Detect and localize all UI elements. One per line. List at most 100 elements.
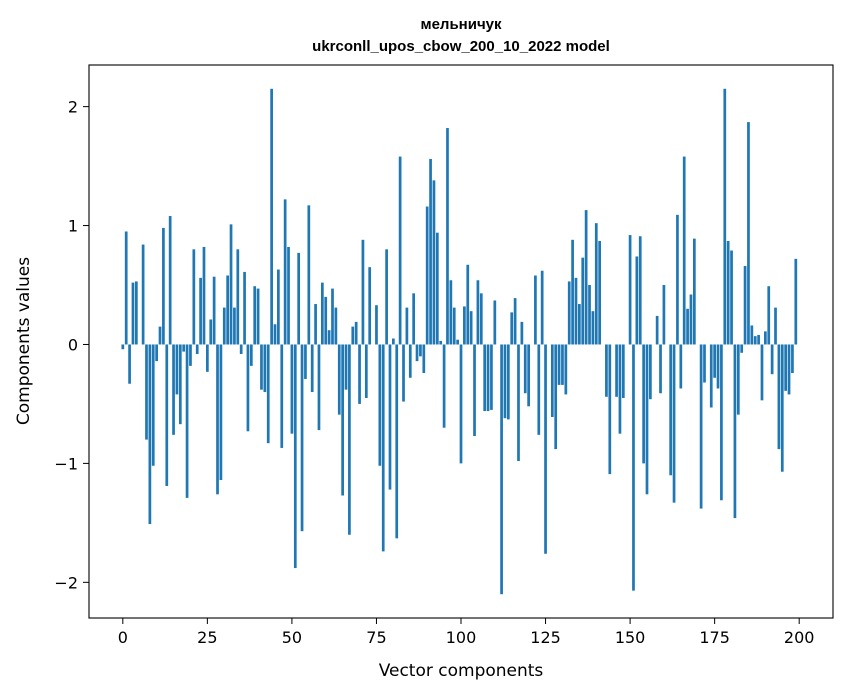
bar-66 — [344, 344, 348, 390]
bar-140 — [594, 223, 598, 345]
bar-152 — [635, 256, 639, 345]
bar-73 — [368, 267, 372, 345]
bar-137 — [584, 210, 588, 345]
bar-59 — [320, 282, 324, 345]
bar-70 — [358, 344, 361, 404]
bar-141 — [598, 241, 602, 345]
bar-68 — [351, 326, 355, 345]
bar-57 — [314, 304, 317, 345]
bar-109 — [490, 344, 493, 410]
y-tick-label: −1 — [54, 454, 78, 473]
bar-143 — [605, 344, 608, 397]
bar-91 — [429, 158, 432, 345]
bar-2 — [128, 344, 131, 384]
y-tick-label: 0 — [68, 335, 78, 354]
bar-71 — [361, 239, 365, 345]
bar-100 — [459, 344, 463, 464]
bar-105 — [476, 280, 480, 345]
bar-195 — [780, 344, 784, 472]
bar-122 — [534, 275, 537, 345]
bar-183 — [740, 344, 744, 353]
bar-8 — [148, 344, 152, 525]
bar-180 — [730, 250, 733, 345]
bars-group — [121, 88, 798, 595]
bar-3 — [131, 282, 135, 345]
bar-55 — [307, 205, 311, 345]
bar-76 — [378, 344, 382, 466]
bar-40 — [256, 288, 260, 345]
bar-182 — [736, 344, 740, 415]
bar-159 — [659, 344, 662, 394]
bar-130 — [561, 344, 564, 385]
bar-138 — [588, 285, 591, 345]
bar-65 — [341, 344, 344, 496]
x-tick-label: 25 — [197, 628, 217, 647]
bar-119 — [523, 344, 527, 394]
bar-144 — [608, 344, 612, 475]
bar-187 — [753, 336, 757, 345]
bar-171 — [699, 344, 703, 509]
bar-92 — [432, 180, 436, 345]
bar-123 — [537, 344, 541, 435]
bar-4 — [134, 281, 138, 345]
bar-176 — [716, 344, 720, 389]
bar-185 — [747, 122, 750, 345]
bar-6 — [141, 244, 145, 345]
bar-186 — [750, 325, 754, 345]
bar-108 — [486, 344, 490, 412]
bar-16 — [175, 344, 179, 395]
x-tick-label: 150 — [615, 628, 646, 647]
bar-80 — [392, 338, 395, 345]
bar-99 — [456, 339, 459, 345]
bar-188 — [757, 334, 760, 345]
bar-0 — [121, 344, 125, 350]
bar-58 — [317, 344, 321, 431]
bar-135 — [578, 304, 581, 345]
bar-39 — [253, 286, 257, 345]
bar-15 — [172, 344, 175, 435]
bar-163 — [672, 344, 676, 503]
bar-166 — [682, 156, 686, 345]
bar-13 — [165, 344, 169, 486]
bar-41 — [260, 344, 263, 390]
bar-179 — [726, 241, 730, 345]
bar-85 — [408, 344, 412, 378]
bar-53 — [300, 344, 304, 532]
bar-107 — [483, 344, 487, 412]
bar-88 — [419, 344, 422, 357]
bar-27 — [212, 276, 216, 345]
bar-32 — [229, 224, 233, 345]
bar-190 — [764, 331, 767, 345]
bar-127 — [550, 344, 554, 418]
x-tick-label: 175 — [699, 628, 730, 647]
bar-61 — [327, 330, 331, 345]
bar-64 — [337, 344, 341, 415]
bar-54 — [304, 344, 307, 379]
bar-7 — [145, 344, 148, 440]
bar-194 — [777, 344, 781, 450]
bar-155 — [645, 344, 649, 495]
bar-51 — [293, 344, 297, 569]
bar-37 — [246, 344, 250, 432]
bar-20 — [189, 344, 192, 366]
bar-21 — [192, 249, 196, 345]
bar-11 — [158, 326, 162, 345]
bar-177 — [720, 344, 723, 501]
y-axis-ticks: −2 −1 0 1 2 — [54, 98, 89, 592]
bar-116 — [513, 298, 517, 345]
bar-128 — [554, 344, 558, 450]
bar-101 — [463, 306, 466, 345]
bar-49 — [287, 246, 290, 345]
bar-52 — [297, 252, 301, 345]
bar-12 — [162, 227, 165, 345]
bar-154 — [642, 344, 645, 464]
x-axis-ticks: 0 25 50 75 100 125 150 175 200 — [118, 618, 814, 647]
bar-181 — [733, 344, 737, 519]
bar-94 — [439, 340, 443, 345]
bar-199 — [794, 258, 798, 345]
bar-160 — [662, 285, 666, 345]
bar-60 — [324, 296, 328, 345]
bar-134 — [574, 277, 578, 345]
bar-147 — [618, 344, 622, 434]
bar-86 — [412, 293, 416, 345]
